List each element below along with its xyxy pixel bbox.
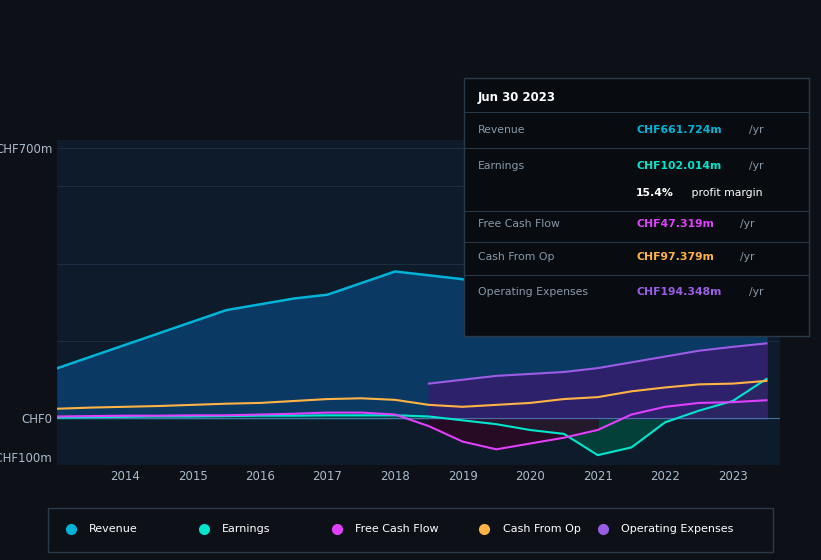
Text: /yr: /yr <box>750 125 764 135</box>
Text: Free Cash Flow: Free Cash Flow <box>478 219 560 229</box>
Text: CHF97.379m: CHF97.379m <box>636 252 714 262</box>
Text: CHF661.724m: CHF661.724m <box>636 125 722 135</box>
Text: CHF194.348m: CHF194.348m <box>636 287 722 297</box>
Text: CHF102.014m: CHF102.014m <box>636 161 722 171</box>
Text: Earnings: Earnings <box>222 524 271 534</box>
Text: /yr: /yr <box>750 287 764 297</box>
Text: Jun 30 2023: Jun 30 2023 <box>478 91 556 104</box>
Text: Revenue: Revenue <box>478 125 525 135</box>
Text: /yr: /yr <box>740 219 754 229</box>
Text: Cash From Op: Cash From Op <box>478 252 554 262</box>
Text: /yr: /yr <box>750 161 764 171</box>
FancyBboxPatch shape <box>464 78 809 336</box>
Text: profit margin: profit margin <box>688 188 763 198</box>
Text: Operating Expenses: Operating Expenses <box>621 524 733 534</box>
Text: Earnings: Earnings <box>478 161 525 171</box>
Text: Cash From Op: Cash From Op <box>502 524 580 534</box>
Text: /yr: /yr <box>740 252 754 262</box>
Text: Free Cash Flow: Free Cash Flow <box>355 524 438 534</box>
Text: 15.4%: 15.4% <box>636 188 674 198</box>
Text: Revenue: Revenue <box>89 524 138 534</box>
Text: CHF47.319m: CHF47.319m <box>636 219 714 229</box>
Text: Operating Expenses: Operating Expenses <box>478 287 588 297</box>
